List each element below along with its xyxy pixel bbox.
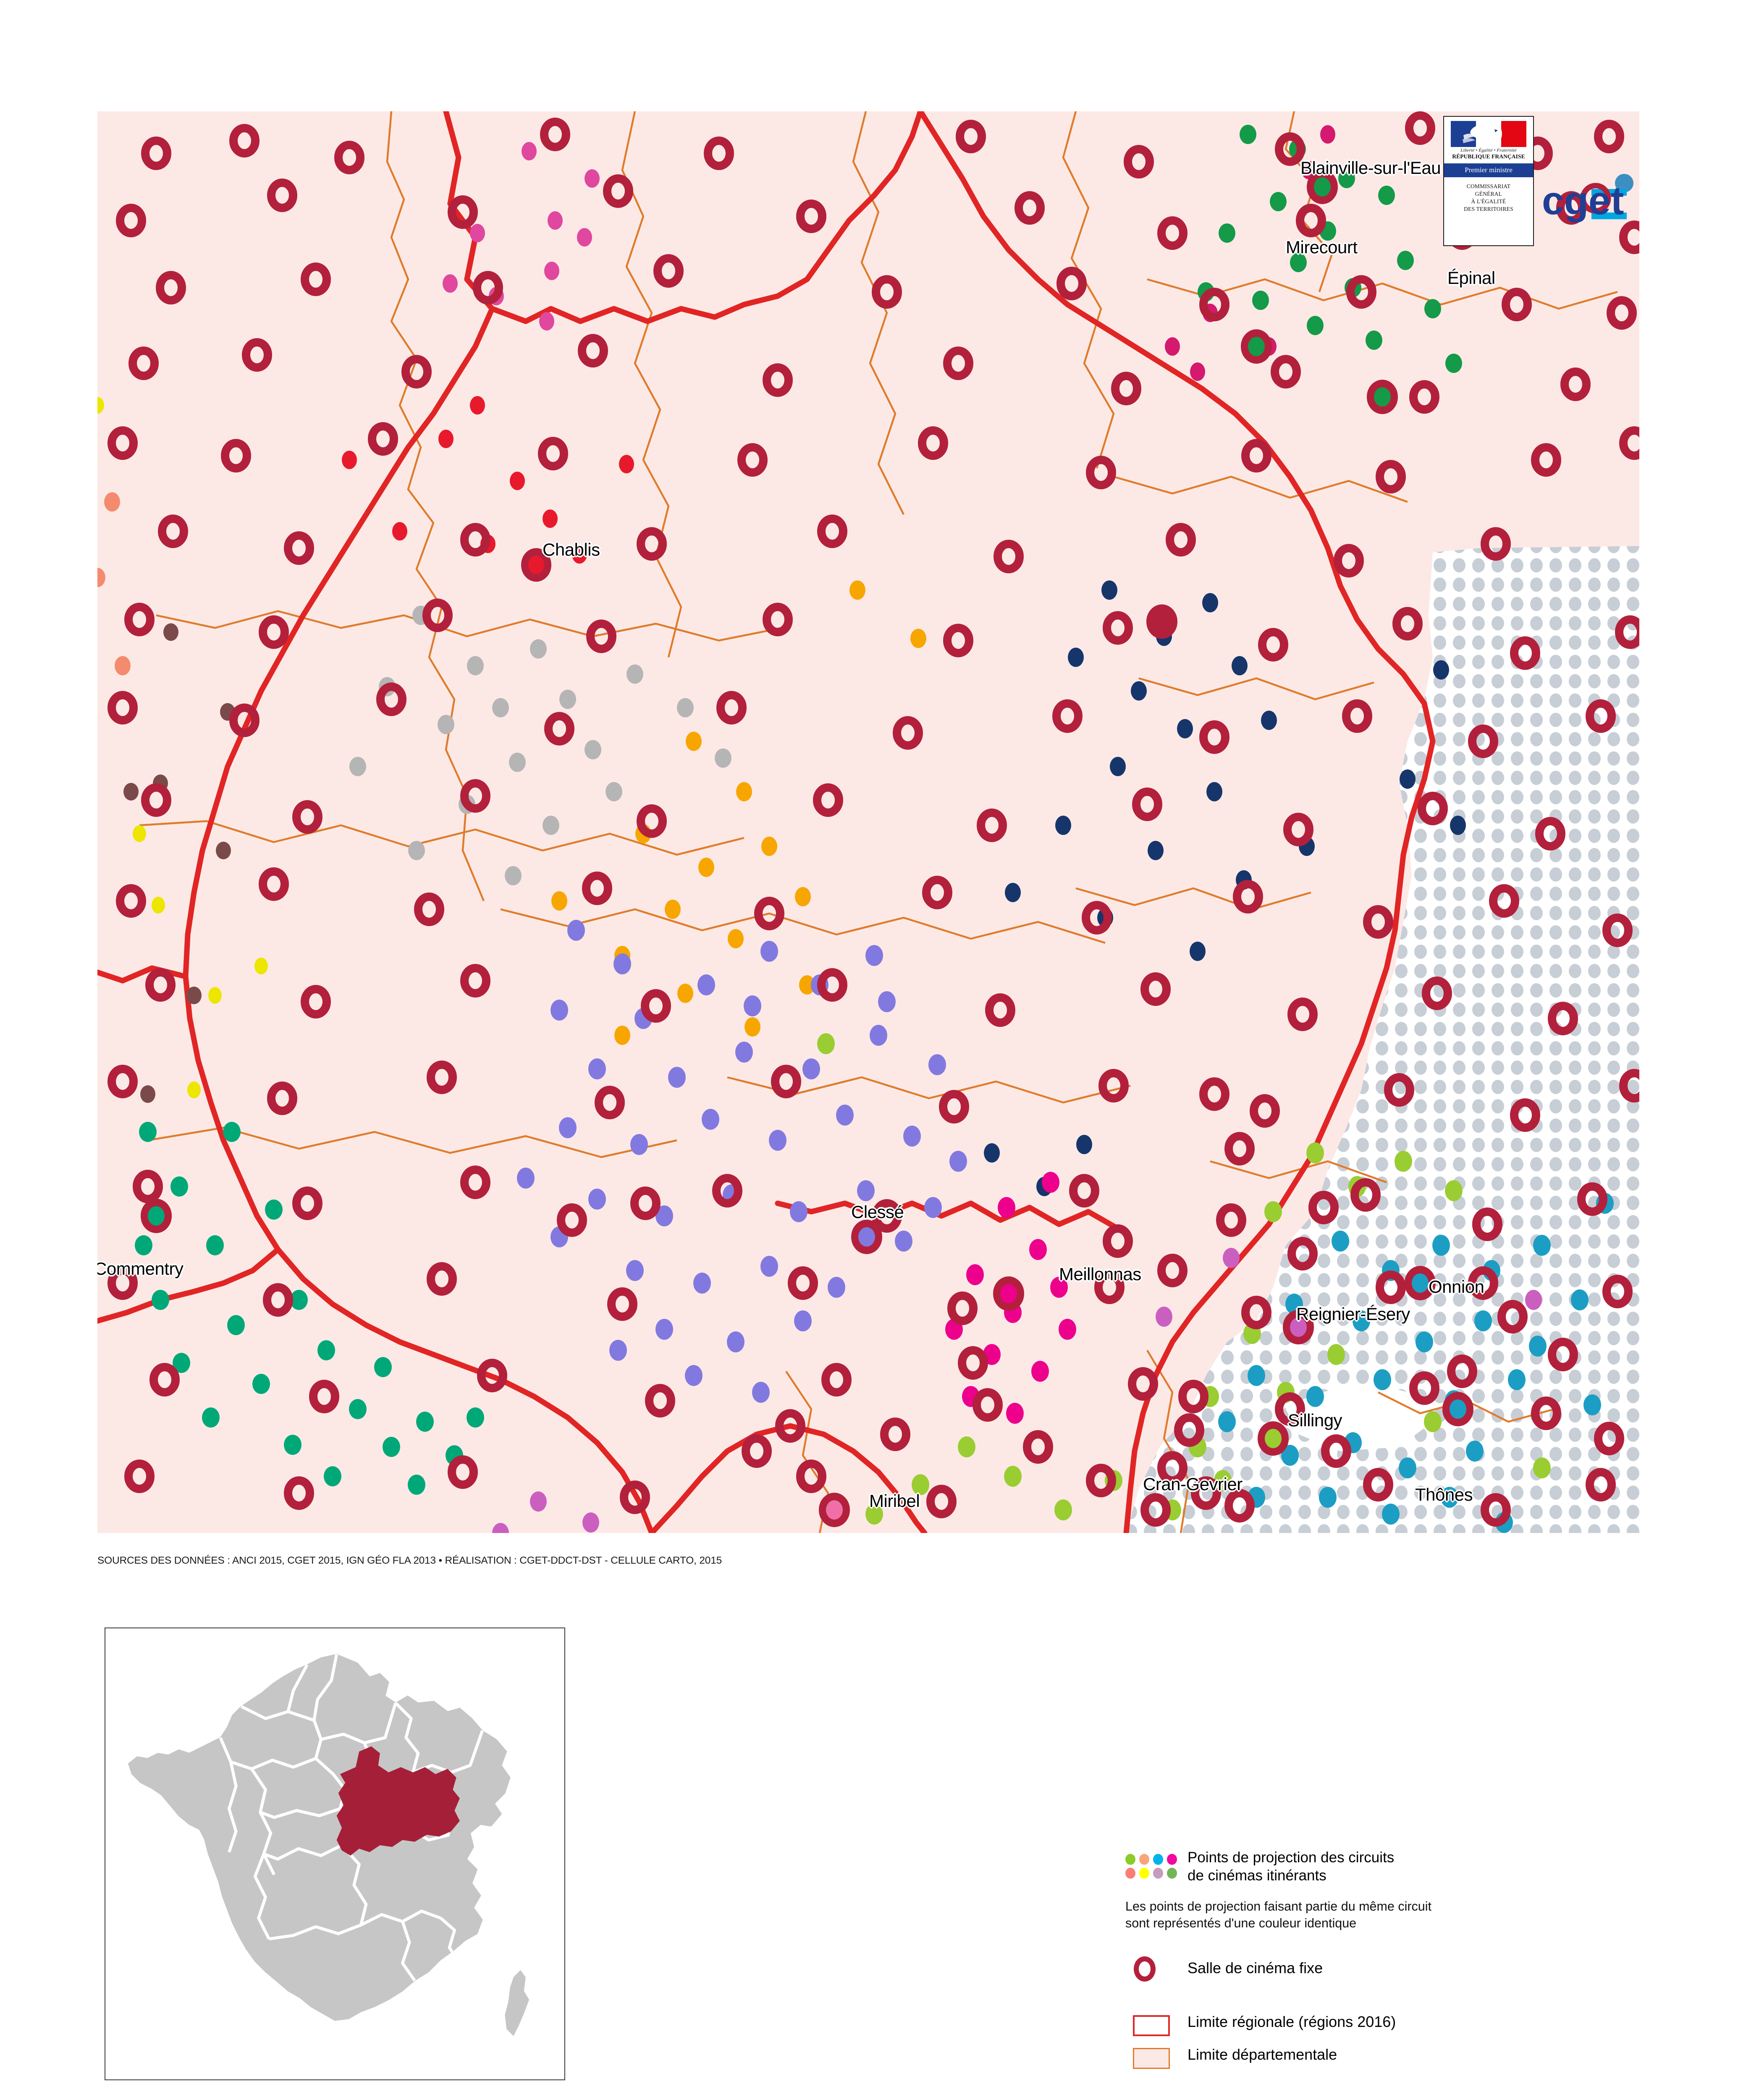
- circuit-swatch-3: [1153, 1854, 1163, 1865]
- itinerant-circuit-points: [97, 125, 1614, 1533]
- circuit-swatch-8: [1167, 1868, 1177, 1879]
- circuit-swatch-5: [1125, 1868, 1135, 1879]
- legend-circuits-note: Les points de projection faisant partie …: [1125, 1899, 1431, 1930]
- foreign-territory-switzerland: [1126, 546, 1639, 1533]
- legend-salle-label: Salle de cinéma fixe: [1188, 1959, 1323, 1977]
- city-label-commentry: Commentry: [97, 1259, 183, 1278]
- sources-line: SOURCES DES DONNÉES : ANCI 2015, CGET 20…: [97, 1555, 722, 1566]
- republique-francaise-logo: Liberté • Égalité • Fraternité RÉPUBLIQU…: [1443, 116, 1534, 246]
- motto-text: Liberté • Égalité • Fraternité: [1460, 148, 1517, 153]
- main-map: Blainville-sur-l'Eau Mirecourt Épinal Ch…: [97, 111, 1639, 1533]
- agency-name: COMMISSARIAT GÉNÉRAL À L'ÉGALITÉ DES TER…: [1444, 177, 1533, 217]
- legend-salle-symbol: [1134, 1956, 1156, 1982]
- city-label-meillonnas: Meillonnas: [1059, 1264, 1141, 1284]
- cget-logo: cget: [1542, 174, 1633, 223]
- france-inset-map: [105, 1628, 565, 2080]
- city-label-epinal: Épinal: [1447, 268, 1495, 288]
- circuit-swatch-6: [1139, 1868, 1149, 1879]
- map-canvas: [97, 111, 1639, 1533]
- agency-line-4: DES TERRITOIRES: [1464, 205, 1513, 212]
- cinema-ring-icon: [1134, 1956, 1156, 1982]
- city-label-sillingy: Sillingy: [1288, 1410, 1342, 1430]
- city-label-clesse: Clessé: [851, 1202, 904, 1222]
- france-inset-svg: [128, 1654, 530, 2036]
- legend-department-swatch: [1133, 2048, 1170, 2069]
- republic-text: RÉPUBLIQUE FRANÇAISE: [1452, 153, 1525, 160]
- legend-circuit-swatches: [1125, 1854, 1180, 1882]
- city-label-onnion: Onnion: [1429, 1277, 1484, 1297]
- city-label-miribel: Miribel: [869, 1491, 920, 1511]
- city-label-reignier-esery: Reignier-Ésery: [1296, 1304, 1410, 1324]
- fixed-cinema-with-projection-point: [141, 170, 1473, 1527]
- circuit-swatch-2: [1139, 1854, 1149, 1865]
- agency-line-2: GÉNÉRAL: [1475, 190, 1502, 197]
- legend-region-swatch: [1133, 2015, 1170, 2036]
- cget-wordmark-text: cget: [1542, 178, 1624, 223]
- city-label-cran-gevrier: Cran-Gevrier: [1143, 1474, 1243, 1494]
- inset-highlight-bourgogne-franche-comte: [336, 1746, 460, 1856]
- premier-ministre-band: Premier ministre: [1444, 163, 1533, 177]
- city-label-chablis: Chablis: [543, 540, 600, 559]
- legend-department-label: Limite départementale: [1188, 2046, 1337, 2063]
- city-label-blainville-sur-l-eau: Blainville-sur-l'Eau: [1300, 158, 1441, 178]
- fixed-cinema-rings: [107, 111, 1639, 1527]
- marianne-wrap: Liberté • Égalité • Fraternité RÉPUBLIQU…: [1444, 117, 1533, 161]
- france-regions: [128, 1654, 530, 2036]
- circuit-swatch-4: [1167, 1854, 1177, 1865]
- agency-line-3: À L'ÉGALITÉ: [1471, 198, 1506, 205]
- agency-line-1: COMMISSARIAT: [1466, 183, 1511, 189]
- circuit-swatch-1: [1125, 1854, 1135, 1865]
- marianne-flag-icon: [1451, 121, 1526, 147]
- city-label-mirecourt: Mirecourt: [1286, 237, 1358, 257]
- city-label-thones: Thônes: [1415, 1485, 1473, 1504]
- circuit-swatch-7: [1153, 1868, 1163, 1879]
- legend-region-label: Limite régionale (régions 2016): [1188, 2013, 1396, 2030]
- legend-circuits-label: Points de projection des circuits de cin…: [1188, 1849, 1395, 1884]
